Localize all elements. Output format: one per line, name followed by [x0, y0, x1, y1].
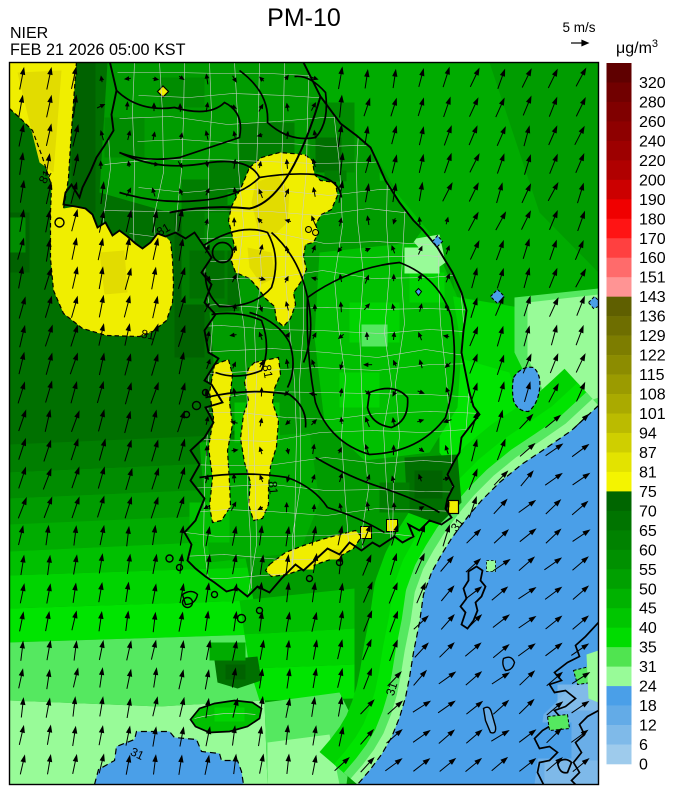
svg-text:18: 18 — [639, 698, 657, 715]
svg-text:190: 190 — [639, 192, 666, 209]
svg-text:81: 81 — [260, 364, 276, 380]
svg-text:129: 129 — [639, 328, 666, 345]
svg-text:170: 170 — [639, 231, 666, 248]
svg-text:81: 81 — [140, 327, 156, 343]
svg-text:0: 0 — [639, 757, 648, 774]
svg-text:81: 81 — [154, 220, 173, 239]
svg-text:101: 101 — [639, 406, 666, 423]
svg-text:280: 280 — [639, 94, 666, 111]
svg-text:94: 94 — [639, 425, 657, 442]
svg-text:31: 31 — [639, 659, 657, 676]
svg-text:55: 55 — [639, 562, 657, 579]
svg-text:70: 70 — [639, 503, 657, 520]
svg-text:μg/m3: μg/m3 — [616, 38, 658, 57]
svg-text:180: 180 — [639, 211, 666, 228]
svg-text:40: 40 — [639, 620, 657, 637]
svg-text:60: 60 — [639, 542, 657, 559]
svg-text:200: 200 — [639, 172, 666, 189]
svg-text:6: 6 — [639, 737, 648, 754]
svg-text:143: 143 — [639, 289, 666, 306]
svg-text:108: 108 — [639, 387, 666, 404]
svg-text:240: 240 — [639, 133, 666, 150]
svg-text:65: 65 — [639, 523, 657, 540]
svg-text:12: 12 — [639, 718, 657, 735]
svg-text:220: 220 — [639, 153, 666, 170]
svg-text:31: 31 — [383, 680, 401, 697]
svg-text:320: 320 — [639, 75, 666, 92]
svg-text:160: 160 — [639, 250, 666, 267]
svg-text:151: 151 — [639, 270, 666, 287]
svg-text:FEB 21 2026 05:00 KST: FEB 21 2026 05:00 KST — [10, 41, 186, 59]
svg-text:24: 24 — [639, 679, 657, 696]
svg-text:45: 45 — [639, 601, 657, 618]
svg-text:5 m/s: 5 m/s — [562, 20, 595, 35]
svg-text:35: 35 — [639, 640, 657, 657]
svg-text:115: 115 — [639, 367, 665, 384]
svg-text:136: 136 — [639, 309, 666, 326]
svg-text:31: 31 — [128, 745, 146, 763]
svg-text:50: 50 — [639, 581, 657, 598]
svg-text:81: 81 — [639, 464, 657, 481]
svg-text:260: 260 — [639, 114, 666, 131]
svg-text:81: 81 — [266, 481, 281, 496]
svg-text:87: 87 — [639, 445, 657, 462]
svg-text:PM-10: PM-10 — [267, 4, 341, 32]
svg-text:75: 75 — [639, 484, 657, 501]
svg-text:NIER: NIER — [10, 25, 48, 42]
svg-text:122: 122 — [639, 348, 666, 365]
svg-text:81: 81 — [36, 167, 55, 186]
